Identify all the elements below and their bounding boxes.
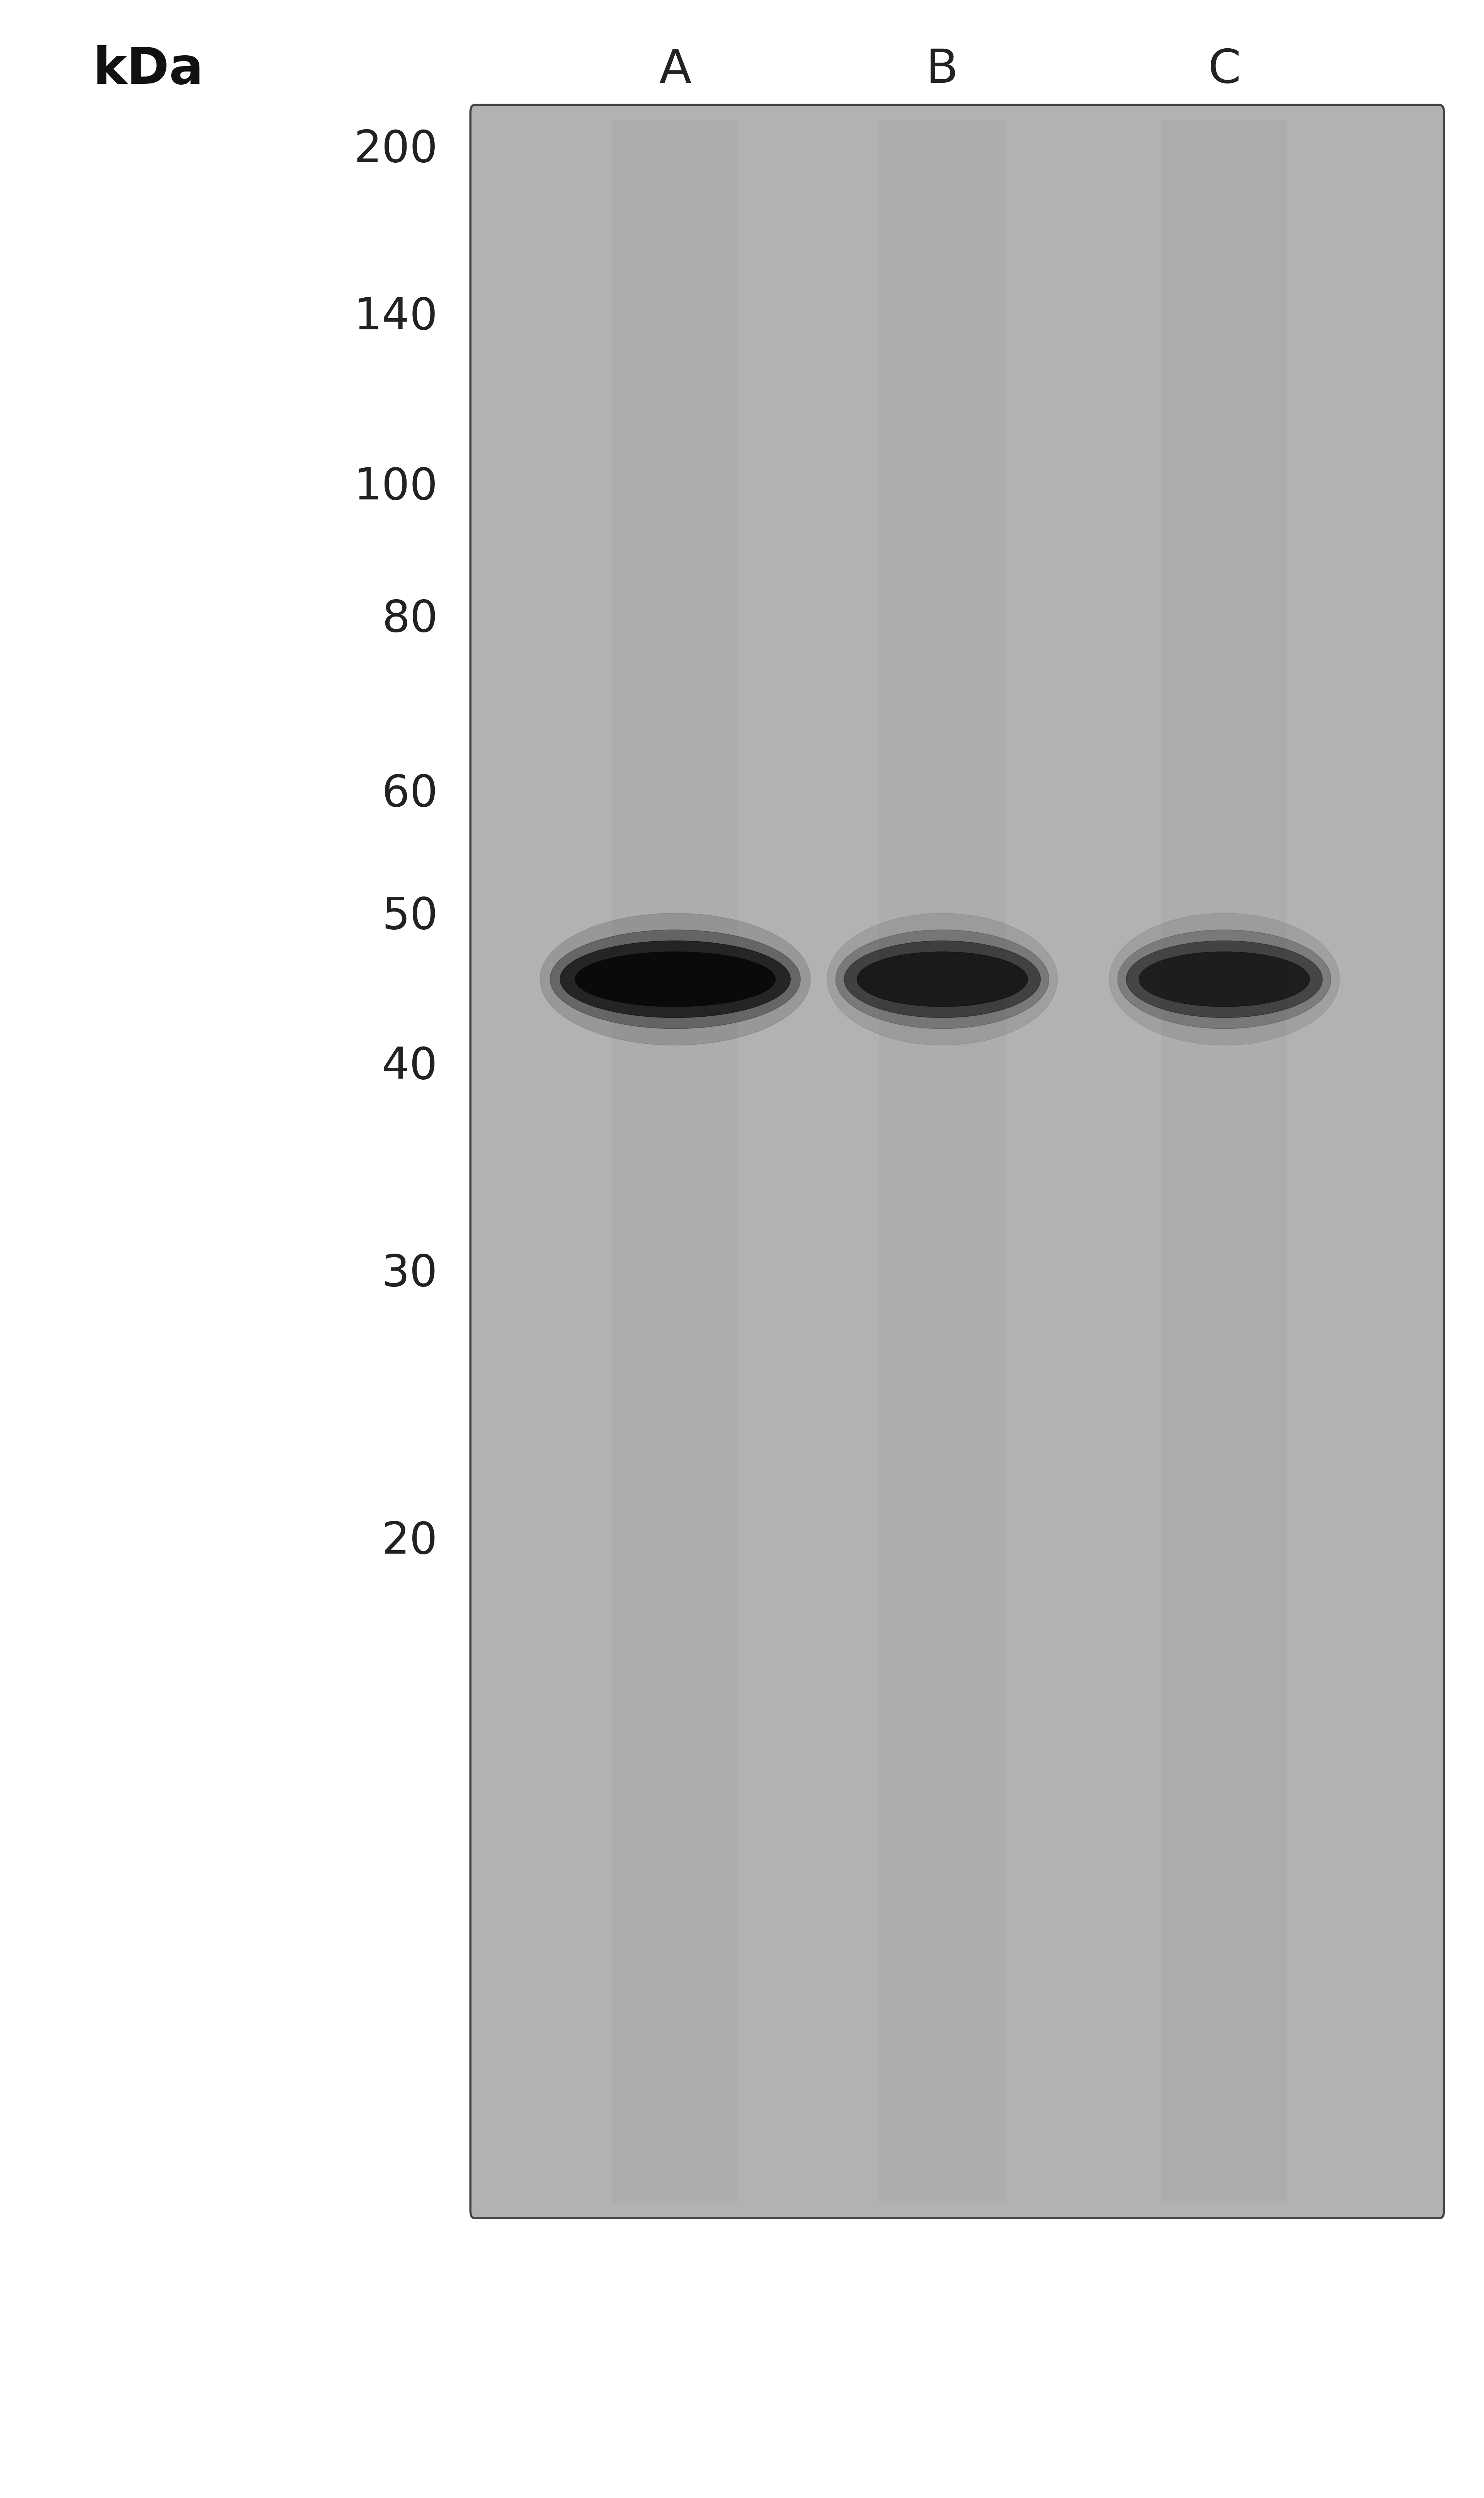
Text: 30: 30	[381, 1251, 438, 1296]
Ellipse shape	[827, 914, 1058, 1044]
Bar	[1160, 120, 1287, 2203]
Text: 40: 40	[381, 1044, 438, 1089]
Text: C: C	[1208, 47, 1241, 92]
Text: 100: 100	[353, 465, 438, 510]
Ellipse shape	[1140, 952, 1310, 1007]
Text: 140: 140	[353, 295, 438, 340]
Text: A: A	[659, 47, 692, 92]
Text: 50: 50	[381, 894, 438, 939]
Ellipse shape	[540, 914, 810, 1044]
Ellipse shape	[559, 942, 791, 1017]
Ellipse shape	[858, 952, 1028, 1007]
Text: kDa: kDa	[93, 45, 203, 95]
Bar	[613, 120, 739, 2203]
Text: 80: 80	[381, 597, 438, 642]
Ellipse shape	[551, 929, 800, 1029]
Ellipse shape	[1126, 942, 1322, 1017]
Ellipse shape	[1109, 914, 1340, 1044]
Ellipse shape	[835, 929, 1049, 1029]
Text: B: B	[926, 47, 959, 92]
Text: 20: 20	[381, 1519, 438, 1564]
Text: 60: 60	[381, 772, 438, 817]
Text: 200: 200	[353, 127, 438, 172]
Bar	[879, 120, 1006, 2203]
FancyBboxPatch shape	[470, 105, 1444, 2218]
Ellipse shape	[844, 942, 1040, 1017]
Ellipse shape	[576, 952, 775, 1007]
Ellipse shape	[1117, 929, 1331, 1029]
